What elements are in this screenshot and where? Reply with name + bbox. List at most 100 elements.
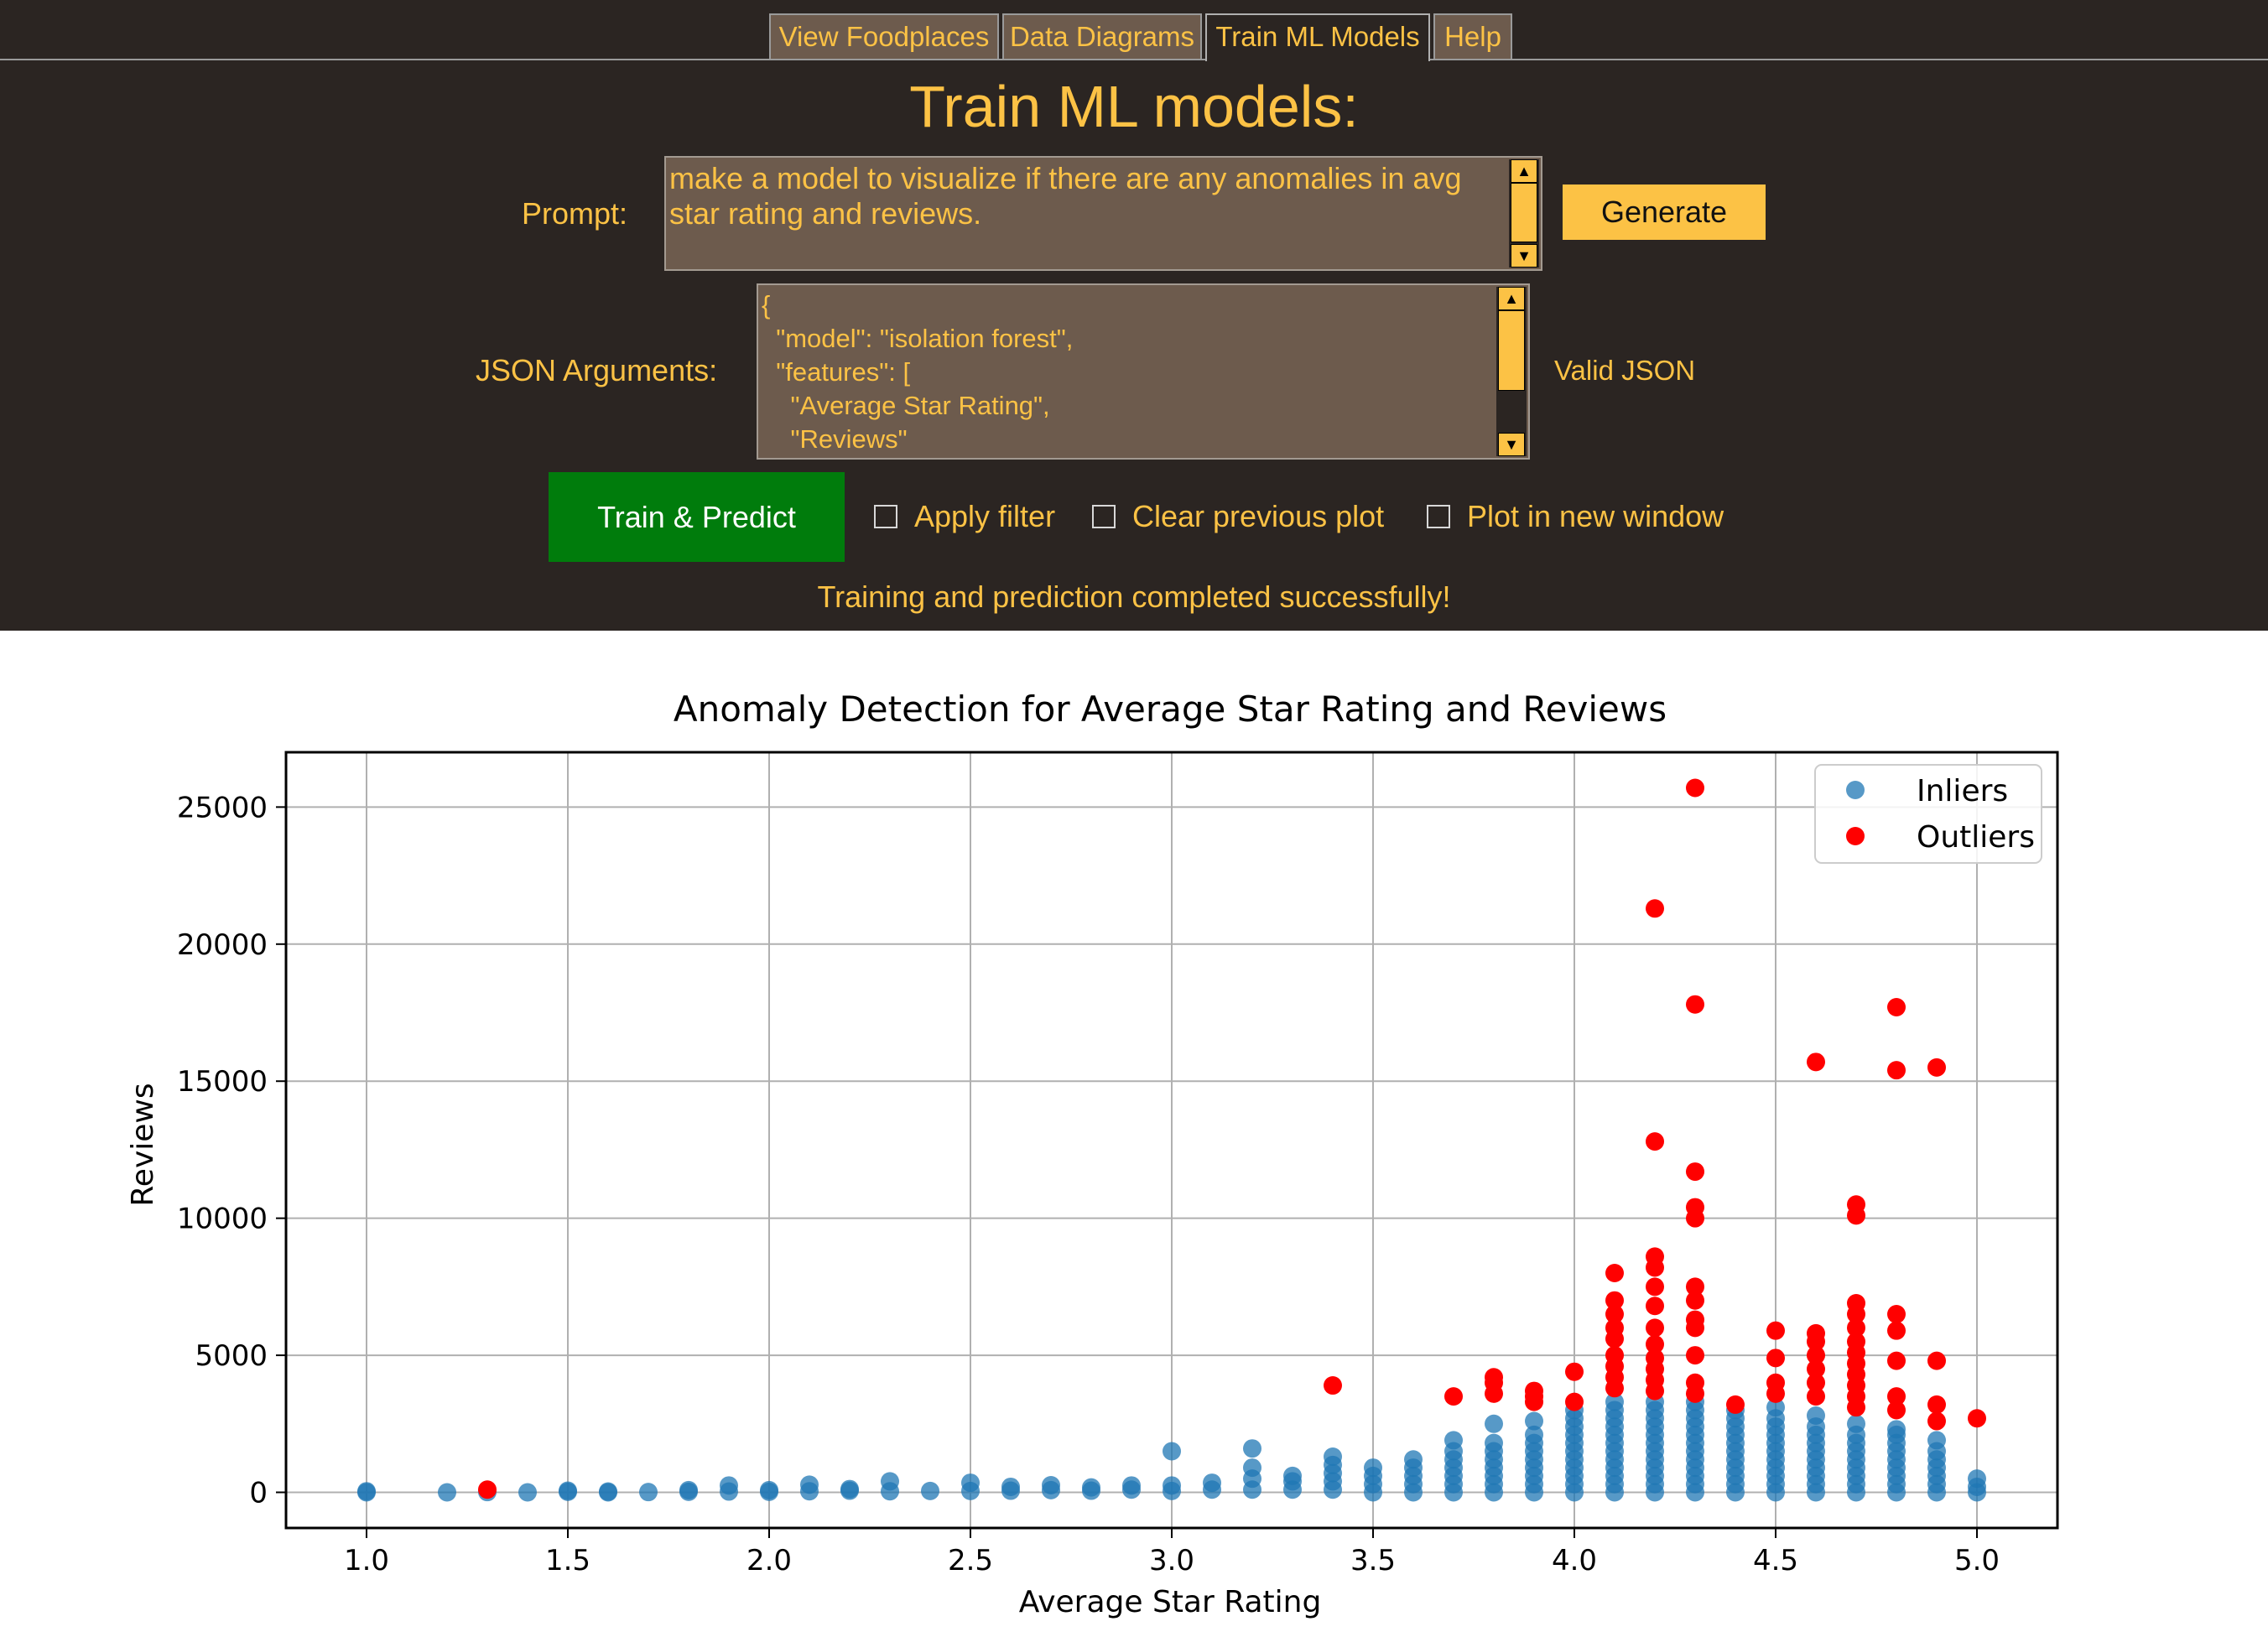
x-tick-label: 1.5: [545, 1544, 590, 1577]
outlier-point: [1766, 1373, 1785, 1392]
inlier-point: [1243, 1458, 1261, 1478]
y-tick-label: 15000: [177, 1065, 268, 1099]
inlier-point: [1283, 1466, 1302, 1485]
legend-box: [1814, 764, 2042, 864]
outlier-point: [1807, 1323, 1825, 1343]
x-tick-label: 2.0: [746, 1544, 792, 1577]
inlier-point: [1324, 1447, 1342, 1467]
outlier-point: [1485, 1368, 1503, 1387]
checkbox-box[interactable]: [1427, 505, 1450, 528]
scroll-up-arrow-icon[interactable]: ▲: [1498, 287, 1525, 310]
outlier-point: [1646, 1335, 1664, 1354]
x-tick-label: 3.5: [1350, 1544, 1396, 1577]
inlier-point: [1887, 1420, 1906, 1439]
outlier-point: [1646, 1277, 1664, 1297]
x-tick-label: 3.0: [1149, 1544, 1194, 1577]
legend-inliers-label: Inliers: [1917, 774, 2008, 808]
prompt-textarea[interactable]: make a model to visualize if there are a…: [664, 156, 1542, 271]
prompt-scrollbar[interactable]: ▲ ▼: [1509, 159, 1539, 268]
json-scroll-thumb[interactable]: [1498, 310, 1525, 391]
outlier-point: [1887, 1351, 1906, 1370]
y-tick-label: 0: [249, 1477, 268, 1510]
outlier-point: [1927, 1395, 1946, 1414]
outlier-point: [1887, 1387, 1906, 1406]
inlier-point: [1163, 1442, 1181, 1461]
scroll-down-arrow-icon[interactable]: ▼: [1498, 433, 1525, 456]
outlier-point: [1766, 1349, 1785, 1368]
outlier-point: [1605, 1318, 1624, 1338]
tab-help[interactable]: Help: [1433, 13, 1512, 59]
checkbox-label: Apply filter: [914, 499, 1056, 533]
x-tick-label: 1.0: [344, 1544, 389, 1577]
json-arguments-textarea[interactable]: { "model": "isolation forest", "features…: [757, 283, 1530, 460]
tab-data-diagrams[interactable]: Data Diagrams: [1002, 13, 1202, 59]
outlier-point: [1927, 1411, 1946, 1431]
outlier-point: [1686, 1310, 1704, 1329]
plot-area: Anomaly Detection for Average Star Ratin…: [0, 631, 2268, 1633]
outlier-point: [1686, 995, 1704, 1014]
outlier-point: [1646, 1247, 1664, 1266]
outlier-point: [1807, 1359, 1825, 1379]
chart-points: [357, 778, 1986, 1502]
y-tick-label: 10000: [177, 1203, 268, 1236]
checkbox-box[interactable]: [874, 505, 897, 528]
json-scrollbar[interactable]: ▲ ▼: [1496, 287, 1527, 456]
inlier-point: [1605, 1392, 1624, 1411]
inlier-point: [921, 1481, 939, 1500]
outlier-point: [1444, 1387, 1463, 1406]
y-tick-label: 20000: [177, 928, 268, 962]
inlier-point: [1122, 1476, 1141, 1495]
inlier-point: [1525, 1411, 1543, 1431]
chart-ticks: 1.0 1.5 2.0 2.5 3.0 3.5 4.0 4.5 5.0 0 5000 10000 150…: [177, 791, 2000, 1577]
generate-button[interactable]: Generate: [1563, 184, 1766, 240]
inlier-point: [1203, 1473, 1221, 1493]
inlier-point: [438, 1483, 456, 1502]
outlier-point: [1847, 1195, 1865, 1214]
outlier-point: [1807, 1346, 1825, 1365]
checkbox-label: Clear previous plot: [1132, 499, 1385, 533]
outlier-point: [1686, 1346, 1704, 1365]
ml-control-panel: View Foodplaces Data Diagrams Train ML M…: [0, 0, 2268, 631]
outlier-point: [1847, 1332, 1865, 1351]
scroll-up-arrow-icon[interactable]: ▲: [1511, 159, 1537, 183]
outlier-point: [1686, 1277, 1704, 1297]
page-title: Train ML models:: [909, 74, 1359, 139]
outlier-point: [1605, 1291, 1624, 1310]
tab-bar-divider: [0, 59, 2268, 60]
outlier-point: [1605, 1346, 1624, 1365]
chart-legend: Inliers Outliers: [1814, 764, 2042, 864]
train-predict-button[interactable]: Train & Predict: [549, 472, 845, 562]
inlier-point: [1847, 1414, 1865, 1433]
outlier-point: [1525, 1381, 1543, 1401]
outlier-point: [1686, 1198, 1704, 1217]
tab-view-foodplaces[interactable]: View Foodplaces: [769, 13, 999, 59]
scroll-down-arrow-icon[interactable]: ▼: [1511, 244, 1537, 268]
y-tick-label: 25000: [177, 791, 268, 824]
legend-outliers-marker: [1846, 827, 1865, 845]
checkbox-box[interactable]: [1092, 505, 1116, 528]
inlier-point: [1364, 1458, 1382, 1478]
inlier-point: [800, 1475, 819, 1494]
x-tick-label: 4.5: [1753, 1544, 1798, 1577]
inlier-point: [961, 1473, 980, 1493]
chart-title: Anomaly Detection for Average Star Ratin…: [674, 689, 1667, 730]
json-arguments-text: { "model": "isolation forest", "features…: [762, 290, 1074, 454]
inlier-point: [1163, 1476, 1181, 1495]
outlier-point: [1565, 1392, 1584, 1411]
inlier-point: [679, 1480, 698, 1499]
inlier-point: [1485, 1414, 1503, 1433]
inlier-point: [1001, 1477, 1020, 1496]
outlier-point: [1324, 1376, 1342, 1395]
outlier-point: [1605, 1305, 1624, 1324]
tab-train-ml-models[interactable]: Train ML Models: [1205, 13, 1430, 61]
outlier-point: [1726, 1395, 1745, 1414]
outlier-point: [1847, 1318, 1865, 1338]
checkbox-label: Plot in new window: [1467, 499, 1724, 533]
outlier-point: [478, 1480, 497, 1499]
inlier-point: [559, 1481, 577, 1500]
prompt-scroll-thumb[interactable]: [1511, 183, 1537, 242]
legend-outliers-label: Outliers: [1917, 820, 2035, 855]
inlier-point: [1444, 1431, 1463, 1450]
inlier-point: [1042, 1476, 1060, 1495]
inlier-point: [1243, 1439, 1261, 1458]
